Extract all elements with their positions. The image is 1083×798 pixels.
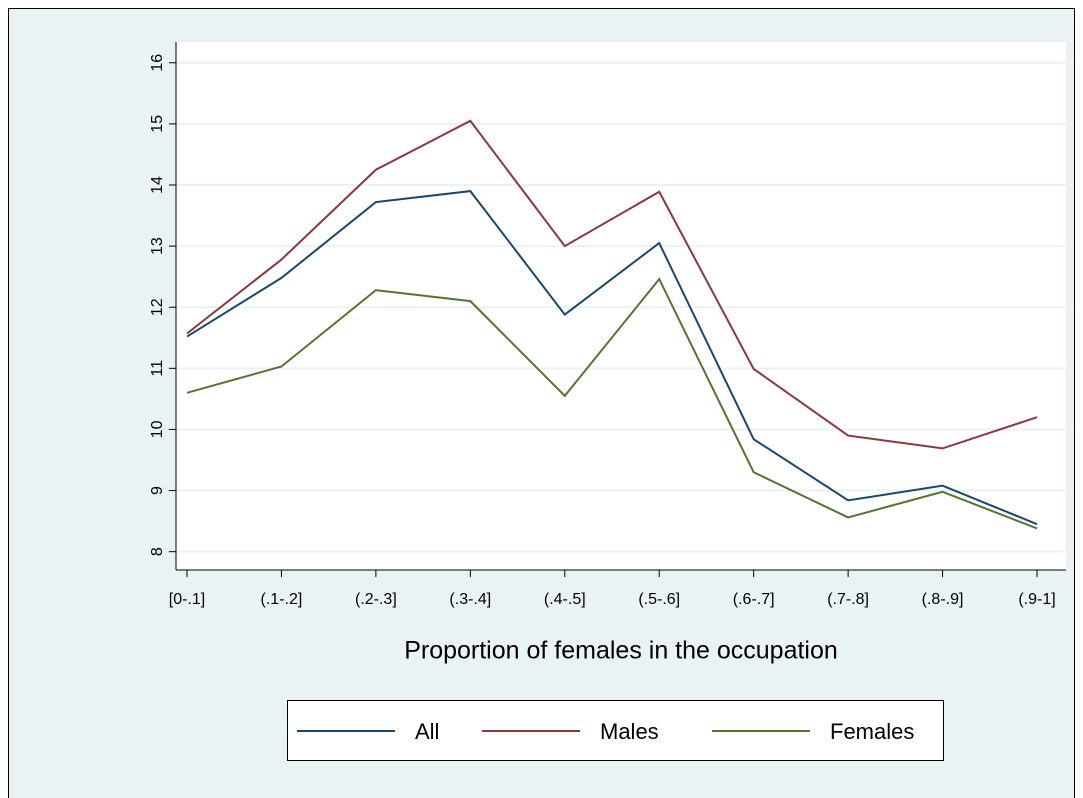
y-tick-label: 12 (149, 298, 166, 316)
legend-label: Females (830, 719, 914, 744)
legend-label: All (415, 719, 439, 744)
x-tick-label: (.3-.4] (449, 591, 491, 608)
y-tick-label: 8 (149, 547, 166, 556)
y-tick-label: 10 (149, 420, 166, 438)
line-series (186, 119, 1038, 450)
legend-label: Males (600, 719, 659, 744)
x-tick-label: (.1-.2] (261, 591, 303, 608)
y-tick-label: 16 (149, 54, 166, 72)
x-tick-label: (.5-.6] (638, 591, 680, 608)
line-series (186, 190, 1038, 526)
legend-box (287, 700, 944, 761)
line-series (186, 277, 1038, 530)
y-tick-label: 14 (149, 176, 166, 194)
x-tick-label: (.8-.9] (922, 591, 964, 608)
y-tick-label: 9 (149, 486, 166, 495)
x-tick-label: (.7-.8] (827, 591, 869, 608)
x-tick-label: (.2-.3] (355, 591, 397, 608)
plot-region (176, 42, 1066, 570)
x-tick-label: [0-.1] (169, 591, 205, 608)
x-tick-label: (.4-.5] (544, 591, 586, 608)
y-tick-label: 15 (149, 115, 166, 133)
y-tick-label: 11 (149, 360, 166, 377)
x-axis-title: Proportion of females in the occupation (404, 637, 838, 665)
x-tick-label: (.6-.7] (733, 591, 775, 608)
y-tick-label: 13 (149, 237, 166, 255)
x-tick-label: (.9-1] (1018, 591, 1055, 608)
